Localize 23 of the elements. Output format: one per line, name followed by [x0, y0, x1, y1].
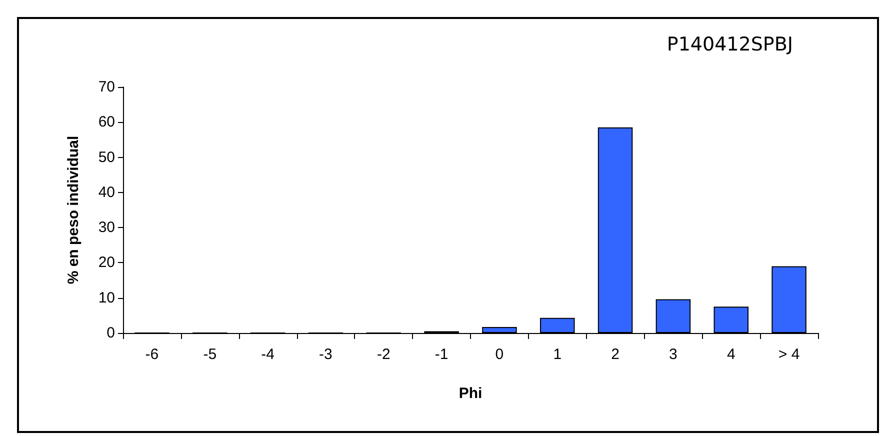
x-tick-label: -4	[261, 346, 274, 363]
x-axis-title: Phi	[458, 385, 482, 402]
x-tick-label: 0	[495, 346, 504, 363]
x-tick-label: 4	[726, 346, 736, 363]
x-tick-label: -2	[376, 346, 390, 363]
x-tick-label: > 4	[778, 346, 800, 363]
x-tick-label: -5	[203, 346, 217, 363]
y-tick-label: 70	[98, 78, 115, 96]
x-tick-label: 2	[611, 346, 620, 363]
x-tick-label: -1	[434, 346, 448, 363]
y-tick-label: 20	[98, 254, 115, 272]
y-tick-label: 60	[98, 114, 115, 131]
x-tick-label: -6	[145, 346, 159, 363]
x-tick-label: 1	[553, 346, 562, 363]
y-tick-label: 50	[98, 148, 115, 166]
y-axis-title: % en peso individual	[65, 136, 82, 284]
x-tick-label: -3	[319, 346, 332, 363]
chart-title: P140412SPBJ	[666, 34, 794, 56]
y-tick-label: 30	[98, 219, 115, 236]
y-tick-label: 0	[106, 324, 115, 342]
x-tick-label: 3	[669, 346, 678, 363]
y-tick-label: 40	[98, 184, 115, 201]
y-tick-label: 10	[98, 289, 115, 306]
